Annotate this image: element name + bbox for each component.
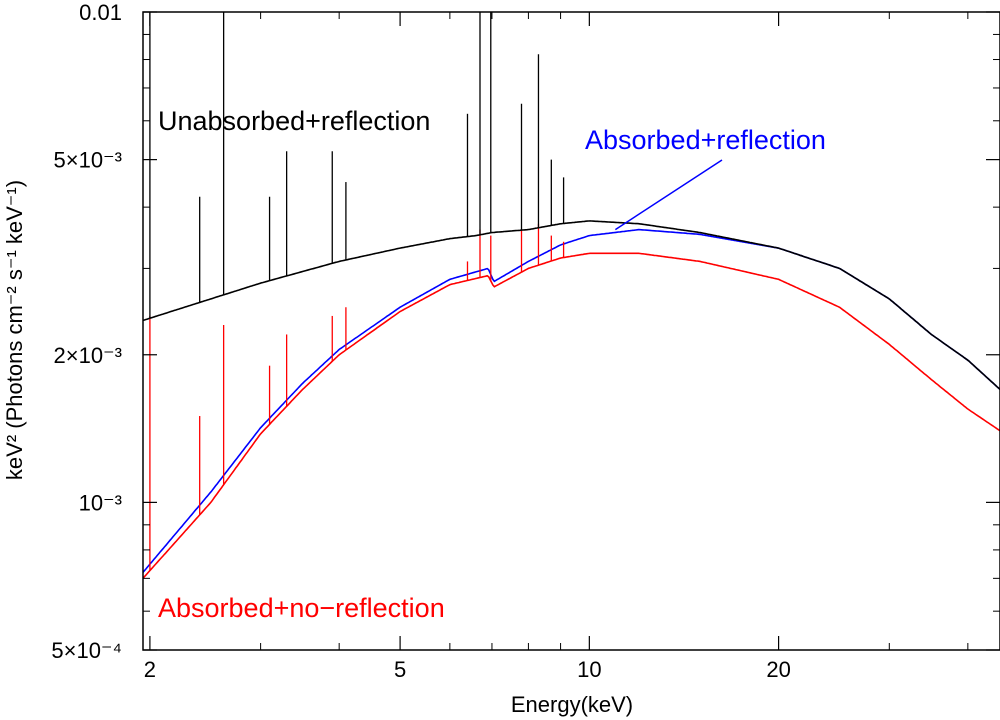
y-tick-label-3: 10⁻³	[79, 490, 122, 515]
label-absorbed-no-reflection: Absorbed+no−reflection	[158, 593, 445, 623]
plot-frame	[142, 11, 1000, 651]
y-axis-title: keV² (Photons cm⁻² s⁻¹ keV⁻¹)	[2, 180, 27, 480]
plot-area	[142, 12, 1000, 579]
y-tick-label-0: 0.01	[79, 0, 122, 25]
x-tick-label-1: 5	[394, 657, 406, 682]
series-absorbed-reflection	[142, 228, 1000, 573]
y-tick-label-4: 5×10⁻⁴	[51, 638, 122, 663]
x-tick-label-3: 20	[766, 657, 790, 682]
x-tick-label-0: 2	[144, 657, 156, 682]
label-absorbed-reflection: Absorbed+reflection	[585, 125, 826, 155]
y-tick-label-2: 2×10⁻³	[54, 343, 123, 368]
x-axis-title: Energy(keV)	[511, 692, 633, 717]
x-tick-label-2: 10	[577, 657, 601, 682]
series-absorbed-no-reflection	[142, 252, 1000, 579]
series-unabsorbed-reflection	[142, 220, 1000, 390]
axes: 2 5 10 20 0.01 5×10⁻³ 2×10⁻³ 10⁻³ 5×10⁻⁴	[51, 0, 1000, 682]
label-absorbed-reflection-pointer	[614, 159, 723, 231]
label-unabsorbed-reflection: Unabsorbed+reflection	[158, 106, 430, 136]
y-tick-label-1: 5×10⁻³	[54, 148, 123, 173]
